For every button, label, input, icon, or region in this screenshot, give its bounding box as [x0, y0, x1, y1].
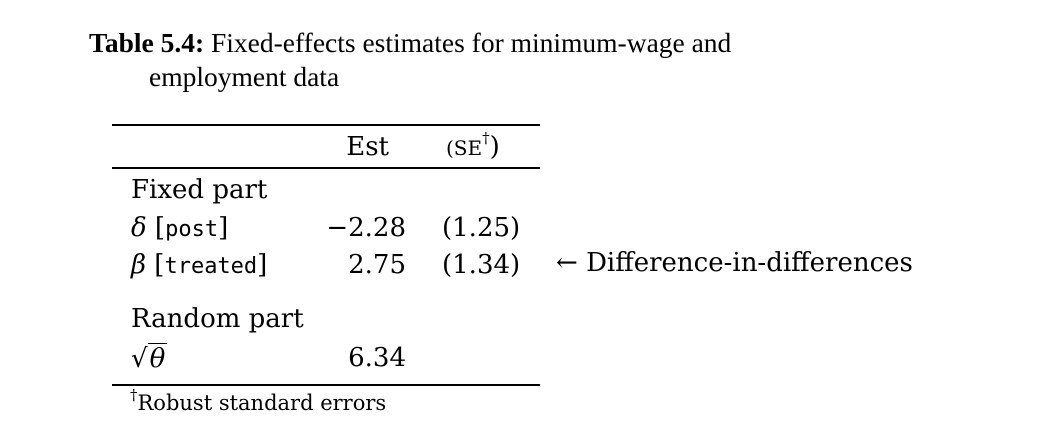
beta-symbol: β — [131, 250, 147, 280]
caption-label: Table 5.4: — [89, 27, 205, 58]
se-beta: (1.34) — [442, 250, 521, 280]
table-caption: Table 5.4: Fixed-effects estimates for m… — [89, 26, 849, 94]
se-delta: (1.25) — [442, 213, 521, 243]
est-beta: 2.75 — [348, 250, 406, 280]
random-part-heading: Random part — [131, 304, 304, 334]
table-footnote: †Robust standard errors — [130, 388, 387, 416]
theta-symbol: θ — [147, 343, 168, 374]
se-dagger: † — [482, 129, 490, 148]
caption-text-line2: employment data — [149, 61, 340, 92]
footnote-text: Robust standard errors — [137, 391, 387, 415]
delta-symbol: δ — [131, 213, 147, 243]
sqrt-symbol: √ — [131, 344, 148, 374]
table-top-rule — [112, 124, 540, 126]
header-se: (SE†) — [446, 129, 500, 162]
term-post: post — [165, 217, 219, 242]
table-bottom-rule — [112, 384, 540, 386]
row-label-delta: δ [post] — [131, 213, 229, 243]
est-delta: −2.28 — [326, 213, 406, 243]
row-label-beta: β [treated] — [131, 250, 268, 280]
row-label-sqrt-theta: √ θ — [131, 343, 168, 374]
header-est: Est — [346, 132, 389, 162]
did-annotation: ← Difference-in-differences — [556, 248, 913, 278]
term-treated: treated — [164, 254, 258, 279]
annotation-text: Difference-in-differences — [586, 248, 913, 278]
fixed-part-heading: Fixed part — [131, 175, 268, 205]
table-header-rule — [112, 167, 540, 169]
left-arrow-icon: ← — [556, 248, 578, 278]
est-sqrt-theta: 6.34 — [348, 343, 406, 373]
footnote-dagger: † — [130, 386, 138, 404]
caption-text-line1: Fixed-effects estimates for minimum-wage… — [211, 27, 732, 58]
